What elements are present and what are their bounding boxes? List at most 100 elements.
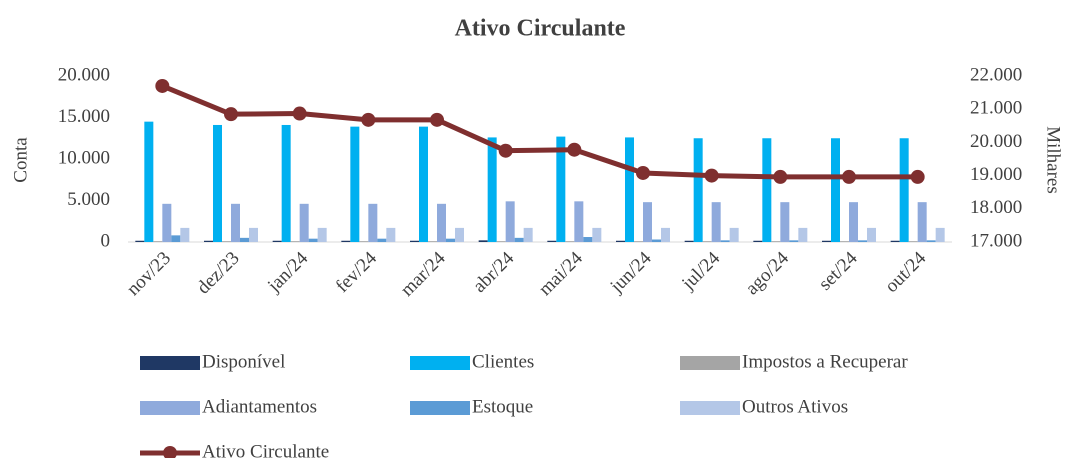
y2-tick-label: 20.000 bbox=[970, 131, 1022, 152]
bar bbox=[281, 124, 291, 242]
x-tick-label: ago/24 bbox=[742, 247, 794, 299]
line-point bbox=[773, 169, 788, 184]
legend-marker bbox=[163, 446, 177, 458]
bar bbox=[762, 138, 772, 242]
bar bbox=[729, 227, 739, 242]
bar bbox=[299, 203, 309, 242]
y2-tick-label: 22.000 bbox=[970, 64, 1022, 85]
bar bbox=[840, 241, 849, 242]
x-tick-label: jul/24 bbox=[677, 247, 724, 294]
bar bbox=[505, 201, 515, 242]
bar bbox=[478, 240, 488, 242]
line-point bbox=[224, 107, 238, 122]
x-tick-label: fev/24 bbox=[332, 247, 382, 297]
bar bbox=[204, 240, 213, 242]
bar bbox=[899, 138, 909, 242]
bar bbox=[789, 240, 799, 242]
bar bbox=[290, 241, 300, 242]
line-point bbox=[567, 142, 582, 157]
bar bbox=[377, 238, 387, 242]
line-point bbox=[704, 168, 719, 183]
bar bbox=[317, 227, 327, 242]
legend-swatch bbox=[410, 401, 470, 415]
bar bbox=[684, 240, 694, 242]
bar bbox=[514, 237, 524, 242]
bar bbox=[858, 240, 867, 242]
bar bbox=[693, 138, 703, 242]
bar bbox=[135, 240, 145, 242]
bar bbox=[180, 227, 190, 242]
bar bbox=[849, 202, 858, 242]
bar bbox=[496, 241, 506, 242]
line-point bbox=[498, 143, 513, 158]
line-point bbox=[430, 112, 444, 127]
line-point bbox=[155, 78, 170, 93]
legend-label: Disponível bbox=[202, 351, 285, 372]
legend-label: Estoque bbox=[472, 396, 533, 417]
bar bbox=[926, 240, 936, 242]
x-tick-label: jun/24 bbox=[606, 247, 656, 297]
bar bbox=[652, 239, 661, 242]
legend-label: Outros Ativos bbox=[742, 396, 848, 417]
x-tick-label: jan/24 bbox=[263, 247, 312, 296]
bar bbox=[386, 227, 396, 242]
y-tick-label: 5.000 bbox=[67, 189, 110, 210]
y-tick-label: 0 bbox=[101, 230, 111, 251]
legend-swatch bbox=[410, 356, 470, 370]
line-point bbox=[636, 165, 650, 180]
y2-axis-label: Milhares bbox=[1043, 126, 1064, 194]
bar bbox=[908, 241, 918, 242]
line-point bbox=[842, 169, 856, 184]
bar bbox=[359, 241, 369, 242]
bar bbox=[556, 136, 566, 242]
legend-label: Clientes bbox=[472, 351, 534, 372]
bar bbox=[625, 137, 634, 242]
line-point bbox=[910, 169, 925, 184]
bar bbox=[780, 202, 790, 242]
bar bbox=[308, 238, 318, 242]
bar bbox=[222, 241, 231, 242]
y2-tick-label: 18.000 bbox=[970, 197, 1022, 218]
legend-swatch bbox=[140, 356, 200, 370]
bar bbox=[547, 240, 557, 242]
bar bbox=[771, 241, 781, 242]
bar bbox=[831, 138, 840, 242]
x-tick-label: nov/23 bbox=[123, 248, 175, 300]
x-tick-label: mai/24 bbox=[535, 247, 588, 300]
bar bbox=[643, 202, 652, 242]
bar bbox=[583, 237, 593, 242]
line-point bbox=[292, 106, 307, 121]
bar bbox=[341, 240, 351, 242]
bar bbox=[523, 227, 533, 242]
bar bbox=[437, 203, 446, 242]
bar bbox=[487, 137, 497, 242]
bar bbox=[446, 238, 455, 242]
legend-label: Impostos a Recuperar bbox=[742, 351, 908, 372]
bar bbox=[574, 201, 584, 242]
y-tick-label: 20.000 bbox=[58, 64, 110, 85]
bar bbox=[711, 202, 721, 242]
bar bbox=[890, 240, 900, 242]
legend-swatch bbox=[680, 401, 740, 415]
x-tick-label: dez/23 bbox=[193, 248, 244, 299]
legend-swatch bbox=[680, 356, 740, 370]
chart-title: Ativo Circulante bbox=[455, 16, 626, 42]
bar bbox=[798, 227, 808, 242]
bar bbox=[592, 227, 602, 242]
x-tick-label: abr/24 bbox=[469, 247, 519, 297]
y-axis-label: Conta bbox=[10, 137, 31, 183]
y-tick-label: 10.000 bbox=[58, 147, 110, 168]
bar bbox=[428, 241, 437, 242]
bar bbox=[213, 124, 222, 242]
bar bbox=[702, 241, 712, 242]
x-tick-label: mar/24 bbox=[397, 247, 450, 300]
bar bbox=[822, 240, 831, 242]
legend-swatch bbox=[140, 401, 200, 415]
bar bbox=[162, 203, 172, 242]
y2-tick-label: 19.000 bbox=[970, 164, 1022, 185]
bar bbox=[368, 203, 378, 242]
bar bbox=[350, 126, 360, 242]
bar bbox=[231, 203, 240, 242]
line-point bbox=[361, 112, 376, 127]
